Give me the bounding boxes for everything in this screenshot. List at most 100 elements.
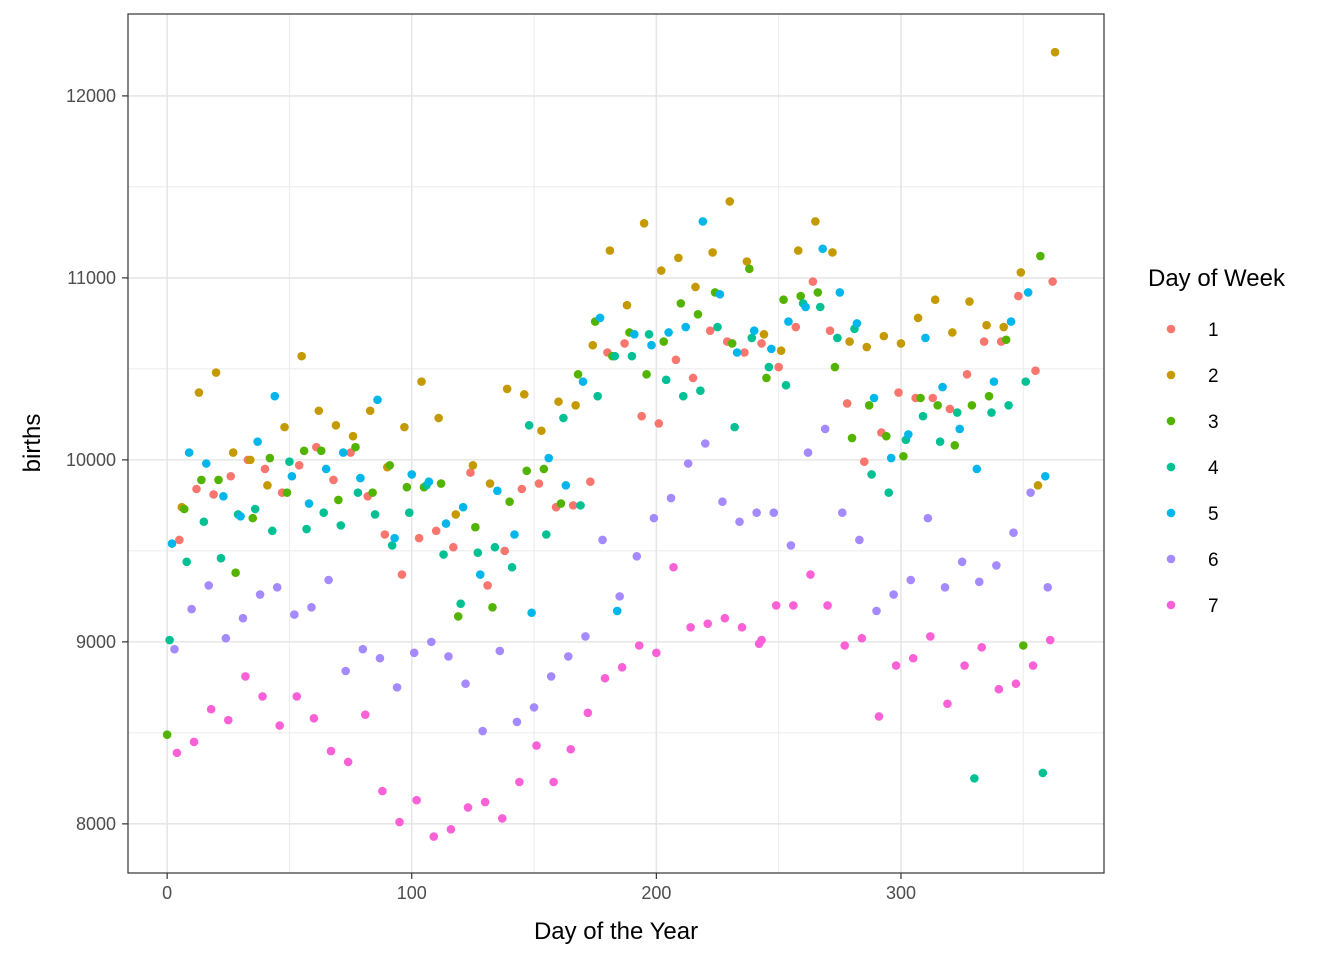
data-point-day-1	[260, 464, 270, 474]
legend-label-5: 5	[1208, 504, 1219, 525]
data-point-day-6	[238, 613, 248, 623]
data-point-day-7	[891, 661, 901, 670]
data-point-day-1	[500, 546, 510, 556]
data-point-day-1	[688, 373, 698, 383]
data-point-day-2	[793, 246, 803, 255]
data-point-day-2	[948, 328, 957, 337]
data-point-day-5	[1023, 288, 1033, 297]
data-point-day-6	[598, 535, 607, 545]
data-point-day-7	[172, 748, 182, 758]
data-point-day-7	[1028, 661, 1038, 670]
data-point-day-6	[546, 672, 556, 681]
data-point-day-2	[759, 330, 769, 339]
data-point-day-6	[375, 653, 385, 663]
data-point-day-1	[483, 581, 492, 590]
y-tick-label: 11000	[67, 268, 116, 288]
data-point-day-5	[253, 437, 262, 446]
data-point-day-4	[370, 510, 380, 519]
data-point-day-3	[1036, 251, 1045, 261]
data-point-day-6	[495, 646, 505, 656]
data-point-day-5	[595, 313, 605, 323]
data-point-day-5	[852, 319, 862, 328]
data-point-day-2	[811, 217, 820, 226]
data-point-day-3	[796, 291, 805, 301]
data-point-day-7	[446, 825, 456, 834]
data-point-day-1	[962, 370, 972, 379]
data-point-day-7	[840, 641, 850, 650]
data-point-day-1	[740, 348, 749, 357]
data-point-day-4	[456, 599, 465, 608]
data-point-day-3	[642, 370, 651, 379]
y-axis-ticks: 8000 9000 10000 11000 12000	[66, 86, 128, 834]
data-point-day-7	[309, 714, 319, 723]
data-point-day-2	[485, 479, 495, 488]
data-point-day-2	[434, 413, 443, 423]
data-point-day-4	[182, 557, 192, 567]
legend-label-2: 2	[1208, 366, 1219, 387]
data-point-day-7	[1045, 635, 1055, 645]
data-point-day-1	[397, 570, 407, 579]
data-point-day-2	[999, 322, 1009, 332]
data-point-day-2	[965, 297, 974, 306]
data-point-day-1	[671, 355, 681, 365]
data-point-day-2	[451, 510, 461, 519]
data-point-day-1	[329, 475, 338, 485]
data-point-day-5	[304, 499, 314, 508]
data-point-day-3	[556, 499, 566, 508]
data-point-day-6	[803, 448, 813, 457]
data-point-day-6	[427, 637, 436, 647]
data-point-day-2	[554, 397, 563, 406]
data-point-day-3	[573, 370, 583, 379]
data-point-day-6	[872, 606, 881, 616]
data-point-day-3	[385, 461, 395, 470]
legend-label-3: 3	[1208, 412, 1219, 433]
data-point-day-7	[857, 633, 867, 643]
data-point-day-4	[199, 517, 209, 527]
data-point-day-6	[444, 652, 453, 661]
data-point-day-5	[356, 473, 365, 483]
data-point-day-6	[940, 582, 950, 592]
data-point-day-7	[994, 684, 1004, 694]
data-point-day-4	[524, 421, 534, 430]
data-point-day-5	[338, 448, 348, 457]
data-point-day-7	[326, 746, 336, 756]
data-point-day-3	[864, 400, 874, 410]
data-point-day-1	[928, 393, 938, 403]
data-point-day-7	[1011, 679, 1021, 689]
data-point-day-4	[405, 508, 414, 517]
data-point-day-4	[541, 530, 551, 539]
data-point-day-4	[696, 386, 705, 396]
data-point-day-3	[488, 602, 497, 612]
data-point-day-7	[874, 712, 884, 721]
data-point-day-5	[664, 328, 673, 337]
legend-title: Day of Week	[1148, 265, 1286, 292]
data-point-day-3	[881, 431, 891, 441]
data-point-day-4	[216, 553, 226, 563]
data-point-day-2	[314, 406, 324, 416]
data-point-day-2	[588, 340, 598, 350]
data-point-day-1	[586, 477, 595, 487]
data-point-day-4	[610, 351, 620, 361]
data-point-day-2	[1016, 268, 1026, 277]
data-point-day-3	[453, 612, 463, 621]
data-point-day-1	[945, 404, 955, 414]
data-point-day-5	[938, 382, 947, 392]
data-point-day-6	[700, 439, 710, 448]
data-point-day-2	[913, 313, 923, 323]
data-point-day-5	[184, 448, 194, 457]
data-point-day-5	[955, 424, 964, 434]
data-point-day-6	[255, 590, 265, 599]
data-point-day-6	[906, 575, 916, 585]
data-point-day-6	[974, 577, 984, 587]
data-point-day-7	[943, 699, 952, 709]
y-tick-label: 10000	[66, 450, 116, 470]
data-point-day-1	[894, 388, 903, 397]
data-point-day-5	[749, 326, 759, 335]
data-point-day-6	[855, 535, 864, 545]
data-point-day-6	[683, 459, 693, 468]
data-point-day-3	[334, 495, 343, 505]
data-point-day-6	[392, 683, 402, 692]
data-point-day-3	[197, 475, 206, 485]
data-point-day-7	[206, 704, 216, 714]
data-point-day-6	[992, 561, 1001, 570]
